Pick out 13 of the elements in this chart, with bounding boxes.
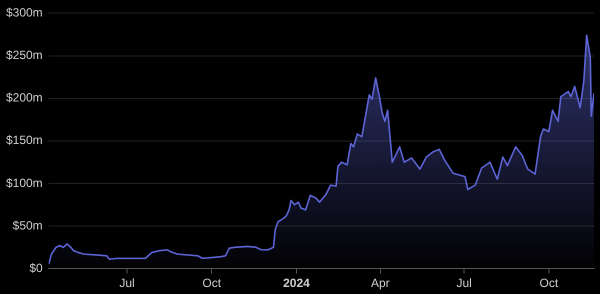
y-tick-label: $100m: [6, 176, 43, 190]
y-tick-label: $200m: [6, 90, 43, 105]
x-tick-label: 2024: [283, 276, 310, 290]
x-tick-label: Jul: [119, 276, 135, 290]
x-tick-label: Apr: [370, 276, 390, 290]
y-tick-label: $150m: [6, 133, 43, 148]
y-tick-label: $50m: [12, 218, 43, 232]
x-tick-label: Oct: [540, 276, 559, 290]
x-tick-label: Oct: [202, 276, 222, 290]
y-tick-label: $300m: [6, 6, 43, 20]
y-tick-label: $250m: [6, 48, 43, 62]
y-tick-label: $0: [29, 260, 44, 275]
x-tick-label: Jul: [456, 276, 472, 290]
